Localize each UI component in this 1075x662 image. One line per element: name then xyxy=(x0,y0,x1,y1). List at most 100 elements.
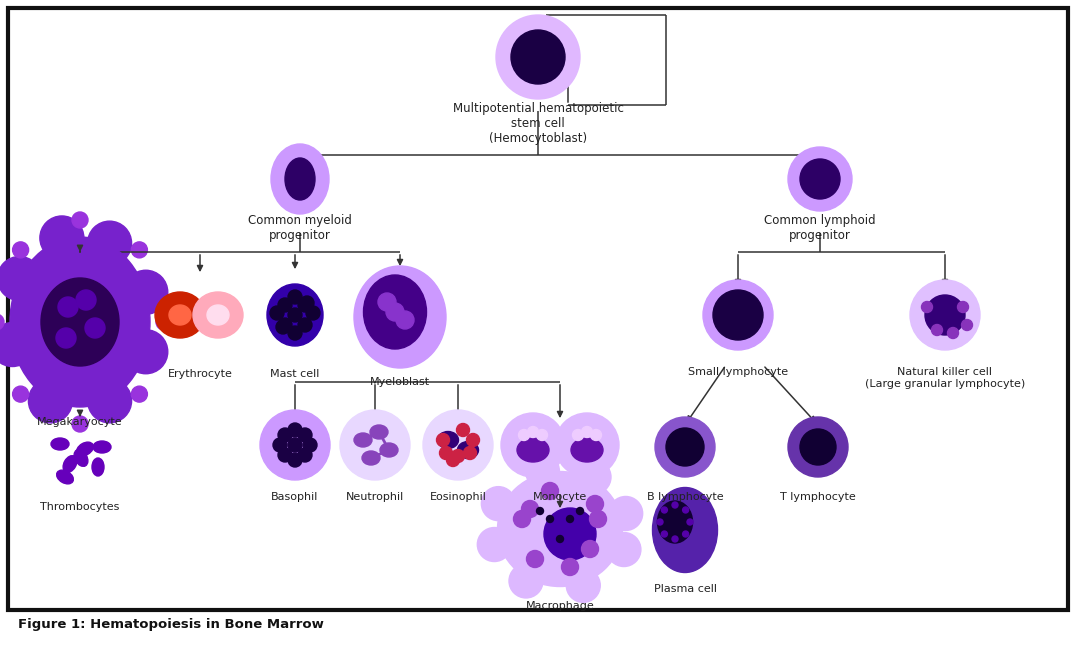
Circle shape xyxy=(672,502,678,508)
Circle shape xyxy=(542,483,559,500)
Ellipse shape xyxy=(354,433,372,447)
Circle shape xyxy=(800,429,836,465)
Circle shape xyxy=(527,551,544,567)
Text: Multipotential hematopoietic
stem cell
(Hemocytoblast): Multipotential hematopoietic stem cell (… xyxy=(453,102,624,145)
Circle shape xyxy=(446,453,459,467)
Circle shape xyxy=(655,417,715,477)
Circle shape xyxy=(278,318,292,332)
Circle shape xyxy=(278,298,292,312)
Ellipse shape xyxy=(379,443,398,457)
Circle shape xyxy=(557,536,563,542)
FancyBboxPatch shape xyxy=(8,8,1067,610)
Circle shape xyxy=(567,516,573,522)
Circle shape xyxy=(463,446,476,459)
Circle shape xyxy=(303,438,317,452)
Circle shape xyxy=(288,308,302,322)
Ellipse shape xyxy=(653,487,717,573)
Ellipse shape xyxy=(362,451,379,465)
Circle shape xyxy=(340,410,410,480)
Circle shape xyxy=(278,448,292,462)
Circle shape xyxy=(582,426,592,438)
Circle shape xyxy=(288,453,302,467)
Circle shape xyxy=(924,295,965,335)
Circle shape xyxy=(582,540,599,557)
Circle shape xyxy=(306,306,320,320)
Ellipse shape xyxy=(155,292,205,338)
Circle shape xyxy=(501,413,565,477)
Ellipse shape xyxy=(370,425,388,439)
Circle shape xyxy=(567,569,600,602)
Ellipse shape xyxy=(41,278,119,366)
Ellipse shape xyxy=(517,438,549,462)
Circle shape xyxy=(298,318,312,332)
Circle shape xyxy=(452,449,464,463)
Circle shape xyxy=(288,326,302,340)
Circle shape xyxy=(911,280,980,350)
Ellipse shape xyxy=(76,442,94,456)
Text: Monocyte: Monocyte xyxy=(533,492,587,502)
Circle shape xyxy=(536,430,547,440)
Circle shape xyxy=(28,379,72,423)
Circle shape xyxy=(589,510,606,528)
Ellipse shape xyxy=(51,438,69,450)
Circle shape xyxy=(85,318,105,338)
Circle shape xyxy=(56,328,76,348)
Circle shape xyxy=(87,379,131,423)
Circle shape xyxy=(577,460,611,494)
Circle shape xyxy=(124,330,168,374)
Text: Neutrophil: Neutrophil xyxy=(346,492,404,502)
Ellipse shape xyxy=(363,275,427,349)
Circle shape xyxy=(477,528,512,561)
Circle shape xyxy=(72,416,88,432)
Ellipse shape xyxy=(438,432,459,448)
Ellipse shape xyxy=(57,470,73,484)
Circle shape xyxy=(666,428,704,466)
Text: Figure 1: Hematopoiesis in Bone Marrow: Figure 1: Hematopoiesis in Bone Marrow xyxy=(18,618,324,631)
Circle shape xyxy=(13,386,29,402)
Text: Common myeloid
progenitor: Common myeloid progenitor xyxy=(248,214,352,242)
Circle shape xyxy=(436,434,449,446)
Circle shape xyxy=(961,320,973,330)
Ellipse shape xyxy=(498,471,622,587)
Circle shape xyxy=(703,280,773,350)
Circle shape xyxy=(514,510,530,528)
Circle shape xyxy=(683,531,689,537)
Circle shape xyxy=(573,430,584,440)
Text: Plasma cell: Plasma cell xyxy=(654,584,717,594)
Circle shape xyxy=(958,301,969,312)
Circle shape xyxy=(131,386,147,402)
Circle shape xyxy=(58,297,78,317)
Circle shape xyxy=(800,159,840,199)
Circle shape xyxy=(300,296,314,310)
Circle shape xyxy=(921,301,932,312)
Circle shape xyxy=(298,448,312,462)
Circle shape xyxy=(288,290,302,304)
Circle shape xyxy=(508,564,543,598)
Ellipse shape xyxy=(92,458,104,476)
Text: Macrophage: Macrophage xyxy=(526,601,594,611)
Circle shape xyxy=(546,516,554,522)
Circle shape xyxy=(713,290,763,340)
Circle shape xyxy=(76,290,96,310)
Circle shape xyxy=(672,536,678,542)
Circle shape xyxy=(947,328,959,338)
Circle shape xyxy=(270,306,284,320)
Text: Basophil: Basophil xyxy=(271,492,318,502)
Circle shape xyxy=(298,298,312,312)
Circle shape xyxy=(0,322,34,367)
Circle shape xyxy=(396,311,414,329)
Ellipse shape xyxy=(63,455,77,473)
Circle shape xyxy=(457,424,470,436)
Circle shape xyxy=(156,314,172,330)
Circle shape xyxy=(536,508,544,514)
Text: Myeloblast: Myeloblast xyxy=(370,377,430,387)
Circle shape xyxy=(511,30,565,84)
Circle shape xyxy=(496,15,580,99)
Circle shape xyxy=(587,495,603,512)
Circle shape xyxy=(467,434,479,446)
Text: Natural killer cell
(Large granular lymphocyte): Natural killer cell (Large granular lymp… xyxy=(865,367,1026,389)
Text: Megakaryocyte: Megakaryocyte xyxy=(38,417,123,427)
Circle shape xyxy=(422,410,493,480)
Circle shape xyxy=(661,531,668,537)
Circle shape xyxy=(288,438,302,452)
